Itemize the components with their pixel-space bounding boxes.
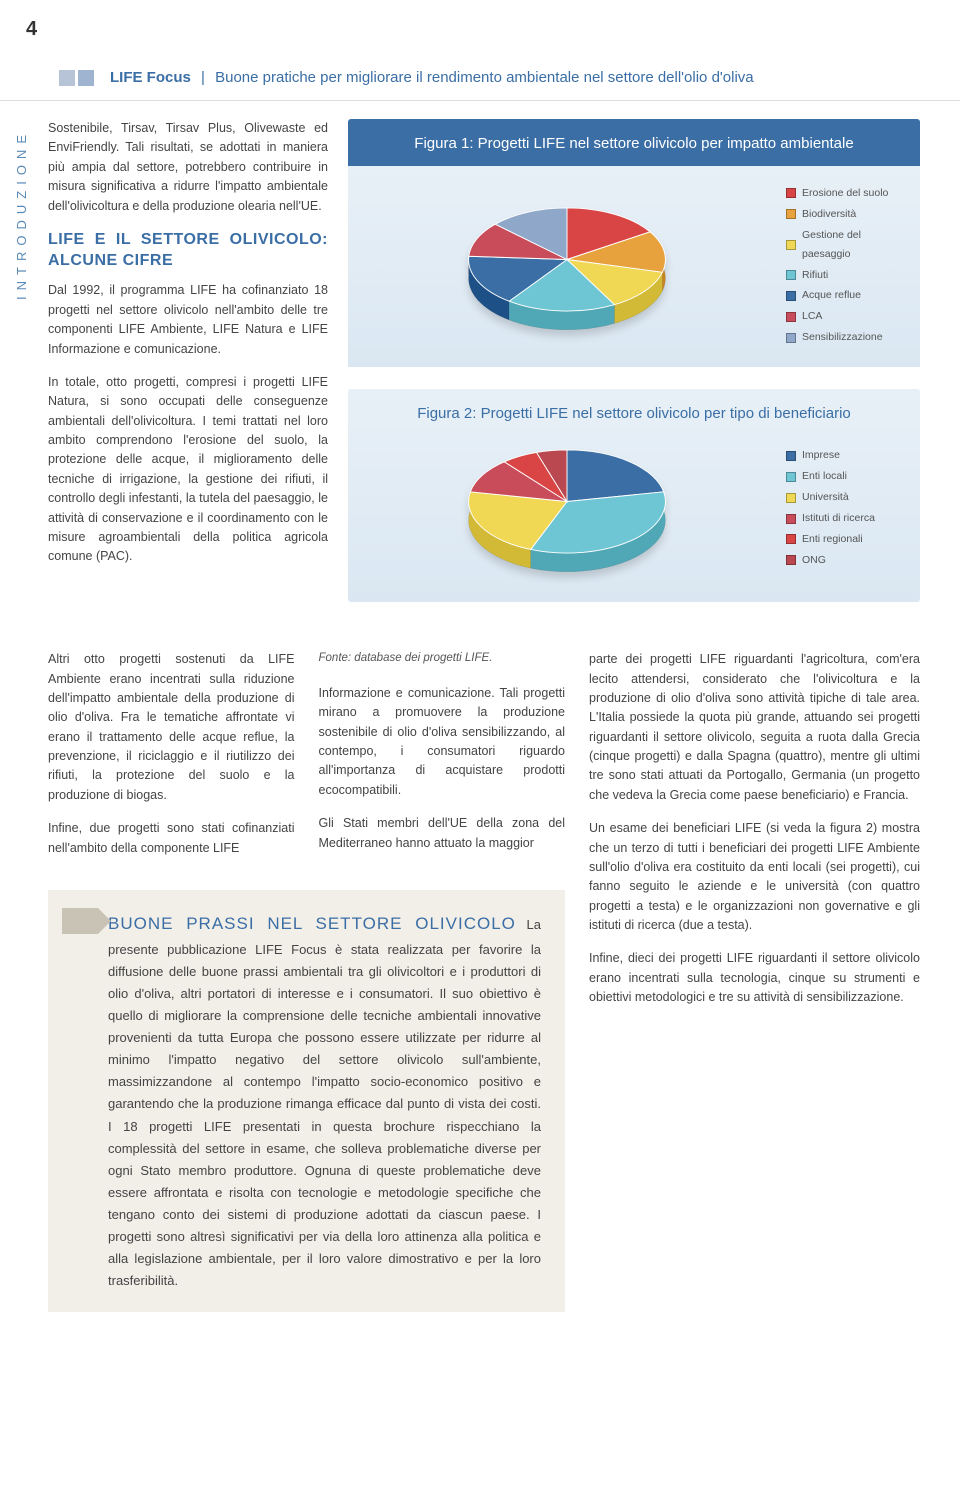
right-para-1: parte dei progetti LIFE riguardanti l'ag… bbox=[589, 650, 920, 805]
legend-swatch bbox=[786, 555, 796, 565]
callout-body: La presente pubblicazione LIFE Focus è s… bbox=[108, 917, 541, 1288]
para-4: Altri otto progetti sostenuti da LIFE Am… bbox=[48, 650, 295, 805]
legend-swatch bbox=[786, 312, 796, 322]
legend-label: Imprese bbox=[802, 446, 840, 465]
legend-label: Erosione del suolo bbox=[802, 184, 888, 203]
legend-item: Acque reflue bbox=[786, 286, 906, 305]
legend-label: Gestione del paesaggio bbox=[802, 226, 906, 264]
chart-2-legend: Imprese Enti locali Università Istituti di … bbox=[786, 446, 906, 571]
header-title: LIFE Focus | Buone pratiche per migliora… bbox=[110, 69, 754, 86]
chart-1-legend: Erosione del suolo Biodiversità Gestione d… bbox=[786, 184, 906, 349]
callout-arrow-icon bbox=[62, 908, 98, 934]
legend-label: LCA bbox=[802, 307, 822, 326]
callout-box: BUONE PRASSI NEL SETTORE OLIVICOLO La pr… bbox=[48, 890, 565, 1312]
legend-swatch bbox=[786, 333, 796, 343]
legend-label: Enti locali bbox=[802, 467, 847, 486]
lower-mid-col: Fonte: database dei progetti LIFE. Infor… bbox=[319, 650, 566, 872]
block-1 bbox=[40, 70, 56, 86]
sidebar-vertical-label: INTRODUZIONE bbox=[0, 119, 48, 624]
legend-item: Istituti di ricerca bbox=[786, 509, 906, 528]
chart-1-pie bbox=[362, 192, 772, 342]
section-heading: LIFE E IL SETTORE OLIVICOLO: ALCUNE CIFR… bbox=[48, 230, 328, 272]
legend-swatch bbox=[786, 209, 796, 219]
legend-item: ONG bbox=[786, 551, 906, 570]
legend-item: Gestione del paesaggio bbox=[786, 226, 906, 264]
title-separator: | bbox=[201, 69, 205, 86]
legend-label: Rifiuti bbox=[802, 266, 828, 285]
legend-label: Biodiversità bbox=[802, 205, 856, 224]
pie-chart-1-svg bbox=[437, 192, 697, 342]
chart-2-title: Figura 2: Progetti LIFE nel settore oliv… bbox=[362, 403, 906, 424]
legend-item: Sensibilizzazione bbox=[786, 328, 906, 347]
left-column: Sostenibile, Tirsav, Tirsav Plus, Olivew… bbox=[48, 119, 348, 624]
legend-item: Rifiuti bbox=[786, 266, 906, 285]
legend-item: LCA bbox=[786, 307, 906, 326]
legend-swatch bbox=[786, 291, 796, 301]
legend-item: Erosione del suolo bbox=[786, 184, 906, 203]
legend-swatch bbox=[786, 270, 796, 280]
legend-swatch bbox=[786, 451, 796, 461]
legend-item: Università bbox=[786, 488, 906, 507]
chart-1-title: Figura 1: Progetti LIFE nel settore oliv… bbox=[362, 133, 906, 154]
chart-1-box: Figura 1: Progetti LIFE nel settore oliv… bbox=[348, 119, 920, 367]
title-focus: LIFE Focus bbox=[110, 69, 191, 86]
legend-swatch bbox=[786, 493, 796, 503]
legend-label: Università bbox=[802, 488, 849, 507]
legend-label: Sensibilizzazione bbox=[802, 328, 883, 347]
legend-swatch bbox=[786, 240, 796, 250]
sidebar-label-text: INTRODUZIONE bbox=[14, 129, 29, 300]
legend-label: Acque reflue bbox=[802, 286, 861, 305]
para-2: Dal 1992, il programma LIFE ha cofinanzi… bbox=[48, 281, 328, 359]
para-5: Infine, due progetti sono stati cofinanz… bbox=[48, 819, 295, 858]
legend-swatch bbox=[786, 472, 796, 482]
header-color-blocks bbox=[40, 70, 94, 86]
para-3: In totale, otto progetti, compresi i pro… bbox=[48, 373, 328, 567]
legend-label: Enti regionali bbox=[802, 530, 863, 549]
header-band: LIFE Focus | Buone pratiche per migliora… bbox=[0, 41, 960, 101]
mid-para-1: Informazione e comunicazione. Tali proge… bbox=[319, 684, 566, 800]
legend-swatch bbox=[786, 188, 796, 198]
lower-right-col: parte dei progetti LIFE riguardanti l'ag… bbox=[589, 650, 920, 1312]
legend-swatch bbox=[786, 534, 796, 544]
mid-para-2: Gli Stati membri dell'UE della zona del … bbox=[319, 814, 566, 853]
block-2 bbox=[59, 70, 75, 86]
legend-item: Imprese bbox=[786, 446, 906, 465]
lower-left-col: Altri otto progetti sostenuti da LIFE Am… bbox=[48, 650, 295, 872]
chart-2-pie bbox=[362, 434, 772, 584]
right-column: Figura 1: Progetti LIFE nel settore oliv… bbox=[348, 119, 920, 624]
legend-item: Enti regionali bbox=[786, 530, 906, 549]
callout-heading: BUONE PRASSI NEL SETTORE OLIVICOLO bbox=[108, 914, 516, 933]
right-para-3: Infine, dieci dei progetti LIFE riguarda… bbox=[589, 949, 920, 1007]
legend-swatch bbox=[786, 514, 796, 524]
pie-chart-2-svg bbox=[437, 434, 697, 584]
source-line: Fonte: database dei progetti LIFE. bbox=[319, 650, 566, 668]
legend-label: Istituti di ricerca bbox=[802, 509, 875, 528]
chart-2-box: Figura 2: Progetti LIFE nel settore oliv… bbox=[348, 389, 920, 602]
legend-label: ONG bbox=[802, 551, 826, 570]
legend-item: Enti locali bbox=[786, 467, 906, 486]
page-number: 4 bbox=[0, 0, 960, 41]
title-subtitle: Buone pratiche per migliorare il rendime… bbox=[215, 69, 754, 86]
para-1: Sostenibile, Tirsav, Tirsav Plus, Olivew… bbox=[48, 119, 328, 216]
right-para-2: Un esame dei beneficiari LIFE (si veda l… bbox=[589, 819, 920, 935]
block-3 bbox=[78, 70, 94, 86]
legend-item: Biodiversità bbox=[786, 205, 906, 224]
